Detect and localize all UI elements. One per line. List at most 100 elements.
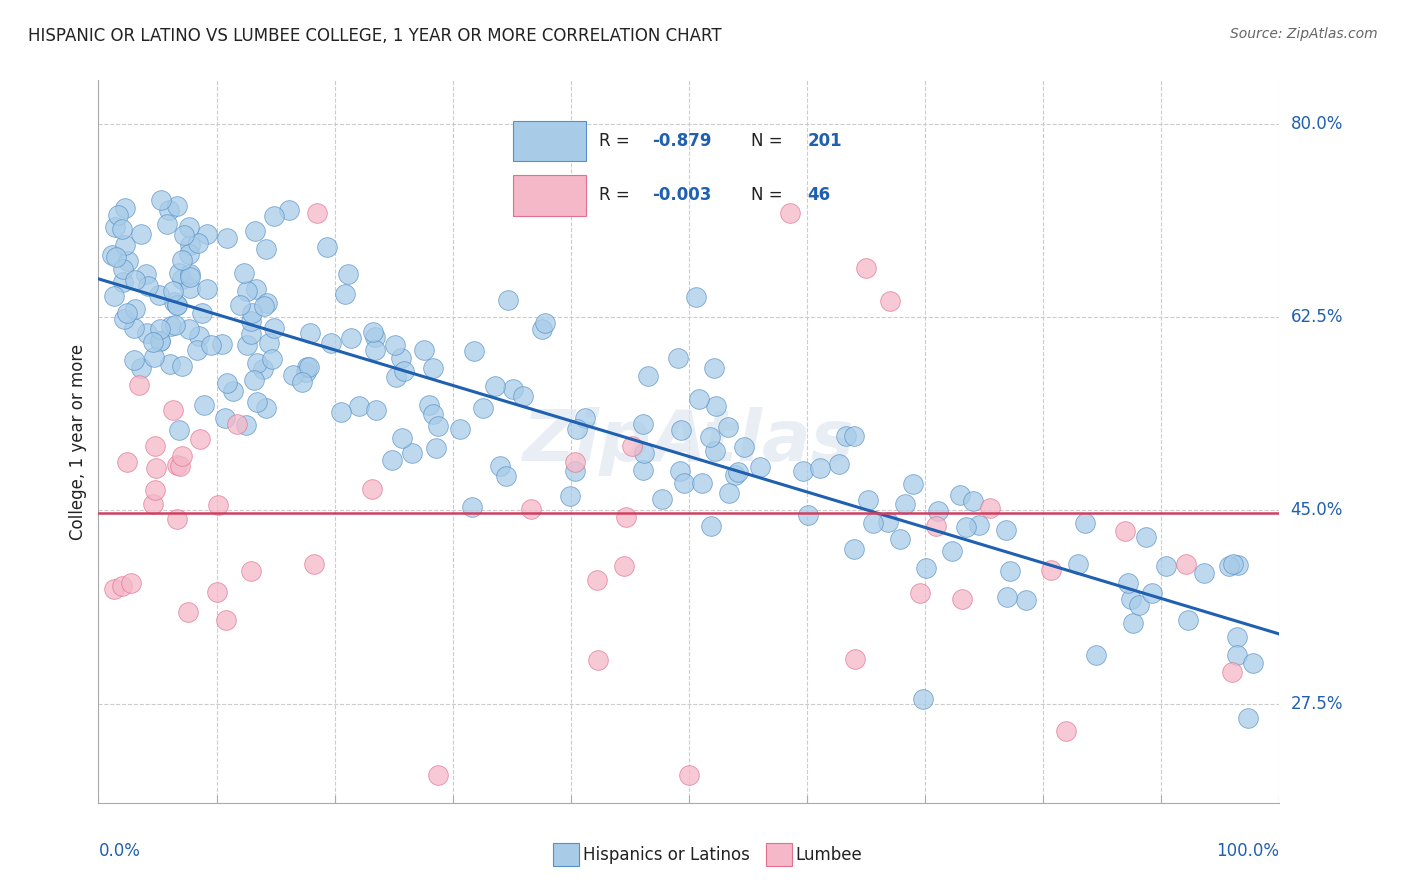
Point — [1241, 656, 1264, 670]
Point — [103, 289, 125, 303]
Point — [391, 431, 413, 445]
FancyBboxPatch shape — [766, 843, 792, 866]
Point — [112, 262, 135, 277]
Point — [889, 532, 911, 546]
Point — [337, 267, 360, 281]
Text: ZipAtlas: ZipAtlas — [523, 407, 855, 476]
Point — [104, 251, 127, 265]
Point — [733, 440, 755, 454]
Point — [704, 399, 727, 413]
Point — [149, 334, 172, 348]
Point — [170, 450, 193, 464]
Point — [1192, 566, 1215, 580]
Point — [316, 240, 339, 254]
Point — [240, 326, 263, 341]
Point — [298, 359, 321, 374]
Point — [425, 441, 447, 455]
Point — [319, 336, 342, 351]
Point — [115, 306, 138, 320]
Point — [254, 401, 277, 415]
Point — [240, 314, 263, 328]
Point — [135, 267, 157, 281]
Point — [214, 410, 236, 425]
Point — [217, 231, 239, 245]
Point — [157, 203, 180, 218]
Point — [177, 322, 200, 336]
Point — [170, 272, 193, 286]
Point — [703, 443, 725, 458]
Point — [197, 282, 219, 296]
Point — [1135, 530, 1157, 544]
Point — [962, 493, 984, 508]
Point — [136, 279, 159, 293]
Point — [418, 398, 440, 412]
Point — [222, 384, 245, 398]
Point — [856, 493, 879, 508]
Point — [955, 520, 977, 534]
Point — [496, 293, 519, 308]
Point — [245, 282, 267, 296]
Point — [179, 269, 201, 284]
Point — [651, 491, 673, 506]
Point — [1067, 557, 1090, 571]
Point — [614, 510, 637, 524]
Text: 0.0%: 0.0% — [98, 842, 141, 860]
Point — [215, 613, 238, 627]
Point — [159, 358, 181, 372]
Point — [252, 362, 274, 376]
Point — [749, 459, 772, 474]
Point — [361, 482, 384, 496]
Point — [114, 201, 136, 215]
Point — [166, 458, 188, 472]
Point — [1122, 616, 1144, 631]
Point — [1000, 565, 1022, 579]
Point — [263, 320, 285, 334]
Point — [179, 238, 201, 252]
Point — [879, 293, 901, 308]
Point — [257, 336, 280, 351]
Point — [949, 488, 972, 502]
Point — [1222, 665, 1244, 679]
Point — [1218, 559, 1240, 574]
Point — [1154, 559, 1177, 574]
Point — [101, 248, 124, 262]
Point — [329, 405, 352, 419]
Point — [291, 375, 314, 389]
Point — [172, 359, 194, 373]
Point — [862, 516, 884, 531]
Point — [1226, 631, 1249, 645]
Point — [233, 266, 256, 280]
Point — [620, 439, 643, 453]
Point — [177, 247, 200, 261]
Point — [281, 368, 304, 382]
Point — [688, 392, 710, 407]
Point — [170, 252, 193, 267]
Point — [792, 464, 814, 478]
Point — [381, 453, 404, 467]
Point — [941, 544, 963, 558]
Point — [129, 227, 152, 242]
Point — [844, 652, 866, 666]
Point — [564, 455, 586, 469]
Point — [1054, 723, 1077, 738]
Point — [188, 329, 211, 343]
Point — [142, 497, 165, 511]
Point — [142, 350, 165, 364]
Point — [427, 768, 450, 782]
Point — [779, 205, 801, 219]
Point — [277, 202, 299, 217]
Point — [240, 306, 263, 320]
Point — [979, 501, 1001, 516]
Text: HISPANIC OR LATINO VS LUMBEE COLLEGE, 1 YEAR OR MORE CORRELATION CHART: HISPANIC OR LATINO VS LUMBEE COLLEGE, 1 … — [28, 27, 721, 45]
Point — [186, 343, 208, 358]
Point — [124, 353, 146, 368]
Point — [893, 497, 915, 511]
Point — [159, 318, 181, 333]
Point — [927, 504, 949, 518]
Point — [188, 432, 211, 446]
Point — [254, 242, 277, 256]
Point — [422, 361, 444, 376]
Point — [412, 343, 434, 358]
Point — [225, 417, 247, 431]
Point — [426, 419, 449, 434]
